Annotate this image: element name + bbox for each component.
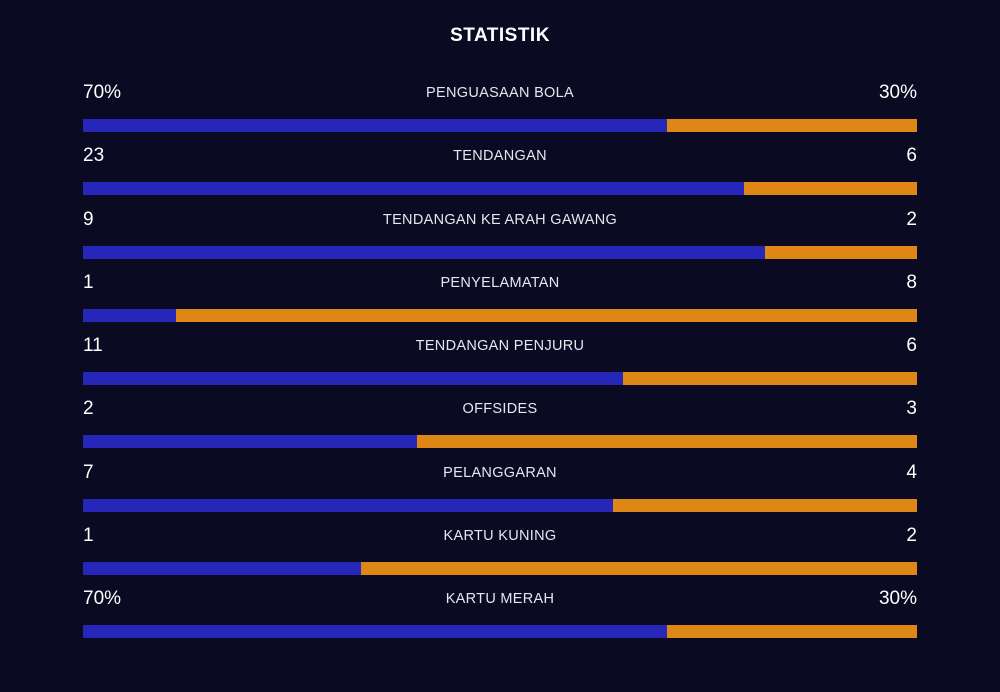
away-value: 6 [906,335,917,357]
away-value: 8 [906,271,917,293]
comparison-bar [83,182,917,196]
stat-row-offsides: 2 OFFSIDES 3 [83,396,917,459]
home-bar-fill [83,435,417,449]
stat-label: PELANGGARAN [443,464,557,481]
stat-header: 23 TENDANGAN 6 [83,143,917,169]
home-value: 7 [83,461,94,483]
stat-header: 1 KARTU KUNING 2 [83,523,917,549]
statistics-title: STATISTIK [450,25,550,46]
away-bar-fill [666,625,917,639]
away-value: 30% [878,588,917,610]
stat-label: OFFSIDES [462,401,538,418]
stat-header: 70% PENGUASAAN BOLA 30% [83,80,917,106]
stat-row-red-cards: 70% KARTU MERAH 30% [83,586,917,649]
stat-label: TENDANGAN [453,148,547,165]
stat-row-possession: 70% PENGUASAAN BOLA 30% [83,80,917,143]
stat-label: PENYELAMATAN [440,274,560,291]
home-bar-fill [83,182,745,196]
away-value: 2 [906,525,917,547]
home-value: 9 [83,208,94,230]
home-value: 23 [83,145,105,167]
comparison-bar [83,245,917,259]
home-bar-fill [83,498,614,512]
comparison-bar [83,308,917,322]
stat-row-yellow-cards: 1 KARTU KUNING 2 [83,523,917,586]
home-bar-fill [83,625,667,639]
stat-header: 7 PELANGGARAN 4 [83,460,917,486]
away-bar-fill [175,308,917,322]
stat-label: TENDANGAN PENJURU [415,338,585,355]
away-bar-fill [416,435,917,449]
away-bar-fill [613,498,917,512]
home-value: 2 [83,398,94,420]
away-bar-fill [622,372,917,386]
home-bar-fill [83,372,623,386]
stat-row-saves: 1 PENYELAMATAN 8 [83,270,917,333]
home-value: 11 [83,335,103,357]
stats-list: 70% PENGUASAAN BOLA 30% 23 TENDANGAN 6 [83,80,917,650]
home-bar-fill [83,308,176,322]
home-value: 70% [83,82,122,103]
home-bar-fill [83,119,667,132]
away-value: 30% [878,82,917,103]
comparison-bar [83,562,917,576]
comparison-bar [83,625,917,639]
home-value: 70% [83,588,122,610]
away-bar-fill [744,182,917,196]
away-bar-fill [666,119,917,132]
stat-header: 11 TENDANGAN PENJURU 6 [83,333,917,359]
home-value: 1 [83,271,94,293]
stat-row-fouls: 7 PELANGGARAN 4 [83,460,917,523]
stat-row-shots: 23 TENDANGAN 6 [83,143,917,206]
stat-header: 9 TENDANGAN KE ARAH GAWANG 2 [83,207,917,233]
comparison-bar [83,498,917,512]
away-bar-fill [360,562,917,576]
away-value: 4 [906,461,917,483]
stat-label: KARTU MERAH [445,591,555,608]
comparison-bar [83,435,917,449]
comparison-bar [83,372,917,386]
away-value: 6 [906,145,917,167]
stat-header: 70% KARTU MERAH 30% [83,586,917,612]
stat-label: PENGUASAAN BOLA [426,85,574,101]
stat-header: 1 PENYELAMATAN 8 [83,270,917,296]
home-bar-fill [83,245,766,259]
stat-row-corners: 11 TENDANGAN PENJURU 6 [83,333,917,396]
away-value: 3 [906,398,917,420]
home-value: 1 [83,525,94,547]
stat-label: KARTU KUNING [443,528,557,545]
stat-label: TENDANGAN KE ARAH GAWANG [382,211,618,228]
away-bar-fill [765,245,917,259]
home-bar-fill [83,562,361,576]
stat-row-shots-on-target: 9 TENDANGAN KE ARAH GAWANG 2 [83,207,917,270]
comparison-bar [83,119,917,132]
stat-header: 2 OFFSIDES 3 [83,396,917,422]
away-value: 2 [906,208,917,230]
